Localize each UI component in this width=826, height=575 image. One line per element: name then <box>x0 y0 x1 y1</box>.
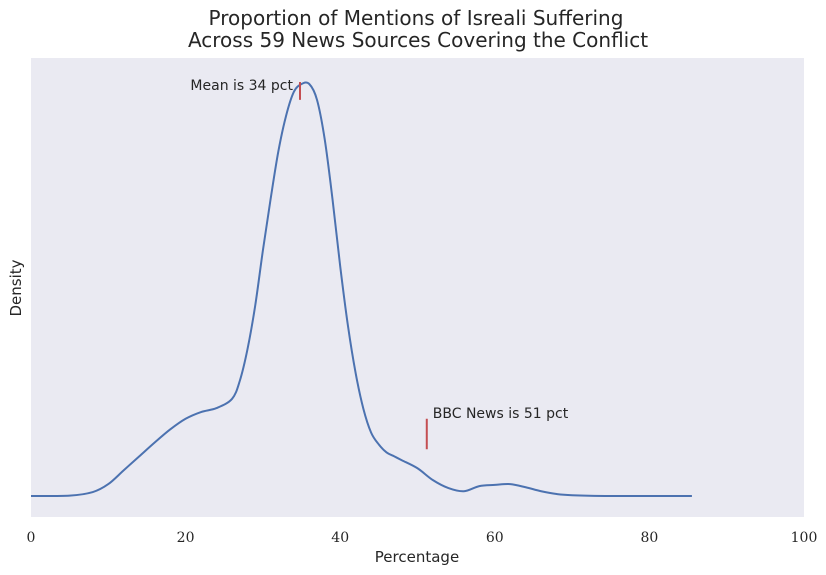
x-tick-label: 80 <box>640 530 658 546</box>
x-tick-label: 40 <box>331 530 349 546</box>
y-axis-label: Density <box>7 259 25 316</box>
annotation-label: BBC News is 51 pct <box>433 406 569 422</box>
x-tick-label: 60 <box>486 530 504 546</box>
x-tick-label: 20 <box>177 530 195 546</box>
x-axis-label: Percentage <box>375 548 459 566</box>
x-tick-label: 100 <box>791 530 818 546</box>
density-line <box>30 81 692 498</box>
annotations-layer: Mean is 34 pct BBC News is 51 pct <box>190 78 569 450</box>
x-tick-labels: 0 20 40 60 80 100 <box>27 530 818 546</box>
plot-area <box>31 58 804 517</box>
annotation-label: Mean is 34 pct <box>190 78 293 94</box>
chart-title-line2: Across 59 News Sources Covering the Conf… <box>188 28 648 52</box>
x-tick-label: 0 <box>27 530 36 546</box>
series-layer <box>30 81 692 498</box>
chart-title-line1: Proportion of Mentions of Isreali Suffer… <box>209 6 624 30</box>
